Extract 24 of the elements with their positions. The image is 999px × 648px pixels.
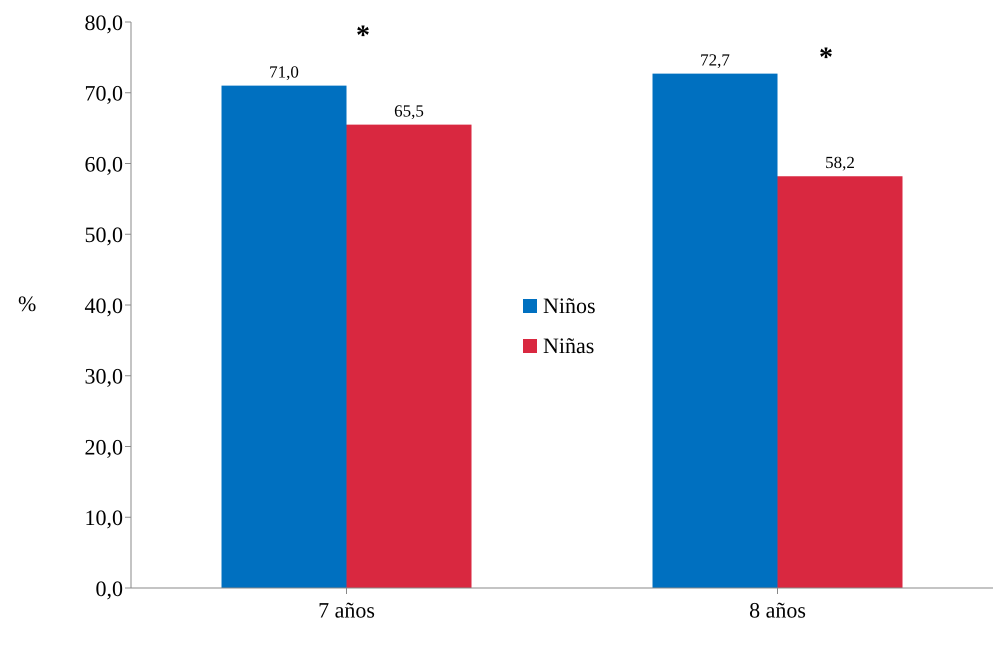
bar	[222, 86, 347, 588]
y-tick-label: 0,0	[96, 576, 123, 601]
annotation: *	[819, 42, 833, 73]
x-tick-label: 7 años	[318, 598, 375, 623]
y-tick-label: 30,0	[84, 364, 123, 389]
bar	[652, 74, 778, 588]
y-tick-label: 50,0	[84, 222, 123, 248]
data-label: 65,5	[394, 102, 424, 121]
legend-label: Niños	[543, 292, 596, 318]
annotation: *	[356, 20, 370, 51]
bar	[778, 176, 903, 588]
y-tick-label: 40,0	[84, 292, 123, 318]
y-tick-label: 70,0	[84, 80, 123, 106]
data-label: 72,7	[700, 50, 730, 70]
y-axis-title: %	[18, 290, 36, 316]
data-label: 71,0	[269, 62, 299, 82]
y-tick-label: 10,0	[84, 505, 123, 530]
x-tick-label: 8 años	[749, 598, 806, 623]
legend-label: Niñas	[543, 332, 594, 358]
bar	[346, 124, 472, 588]
y-tick-label: 60,0	[84, 151, 123, 176]
y-tick-label: 80,0	[84, 10, 123, 35]
y-tick-label: 20,0	[84, 434, 123, 460]
data-label: 58,2	[825, 153, 855, 172]
